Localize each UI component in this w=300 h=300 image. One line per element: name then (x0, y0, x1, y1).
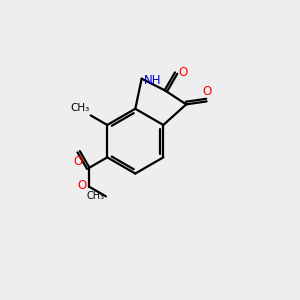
Text: O: O (78, 179, 87, 192)
Text: O: O (74, 154, 83, 168)
Text: O: O (202, 85, 211, 98)
Text: CH₃: CH₃ (86, 191, 104, 201)
Text: CH₃: CH₃ (70, 103, 89, 113)
Text: O: O (178, 66, 188, 79)
Text: NH: NH (144, 74, 161, 87)
